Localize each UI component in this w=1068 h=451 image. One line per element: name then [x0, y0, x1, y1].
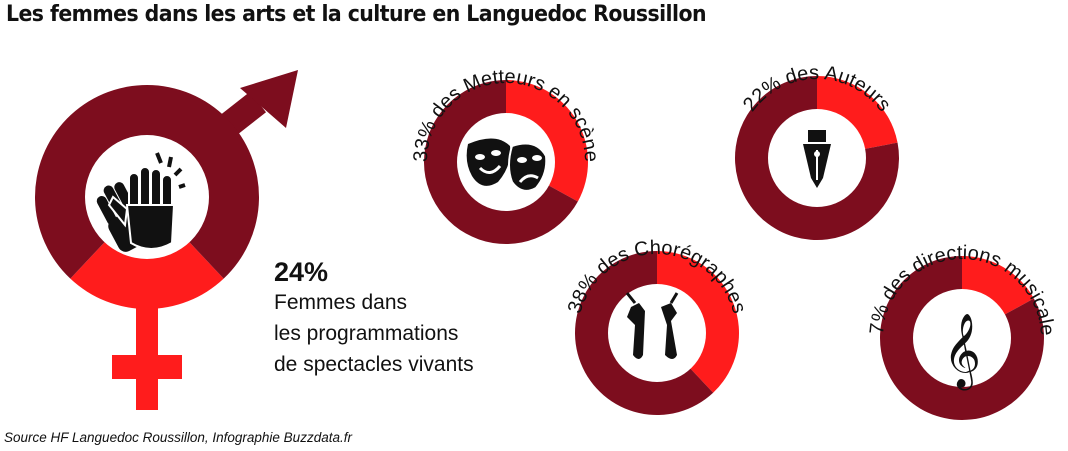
donut-metteurs-en-scene: 33% des Metteurs en scène: [410, 66, 602, 245]
donut-hole: [608, 284, 706, 382]
source-note: Source HF Languedoc Roussillon, Infograp…: [4, 430, 352, 445]
gender-symbol: [34, 70, 298, 410]
theater-masks-icon: [466, 138, 548, 192]
treble-clef-icon: 𝄞: [943, 314, 981, 391]
applause-hands-icon: [96, 152, 186, 252]
fountain-pen-icon: [803, 130, 831, 188]
male-arrow-head: [240, 70, 298, 128]
main-desc-line-3: de spectacles vivants: [274, 353, 474, 376]
donut-choregraphes: 38% des Chorégraphes: [564, 237, 750, 416]
ballet-shoes-icon: [625, 292, 679, 359]
female-cross-horizontal: [112, 355, 182, 379]
donut-hole: [913, 289, 1011, 387]
main-percentage: 24%: [274, 257, 329, 287]
donut-auteurs: 22% des Auteurs: [734, 62, 899, 241]
page-title: Les femmes dans les arts et la culture e…: [6, 2, 707, 27]
main-desc-line-2: les programmations: [274, 322, 459, 345]
female-cross-vertical: [136, 296, 158, 410]
main-desc-line-1: Femmes dans: [274, 291, 408, 314]
